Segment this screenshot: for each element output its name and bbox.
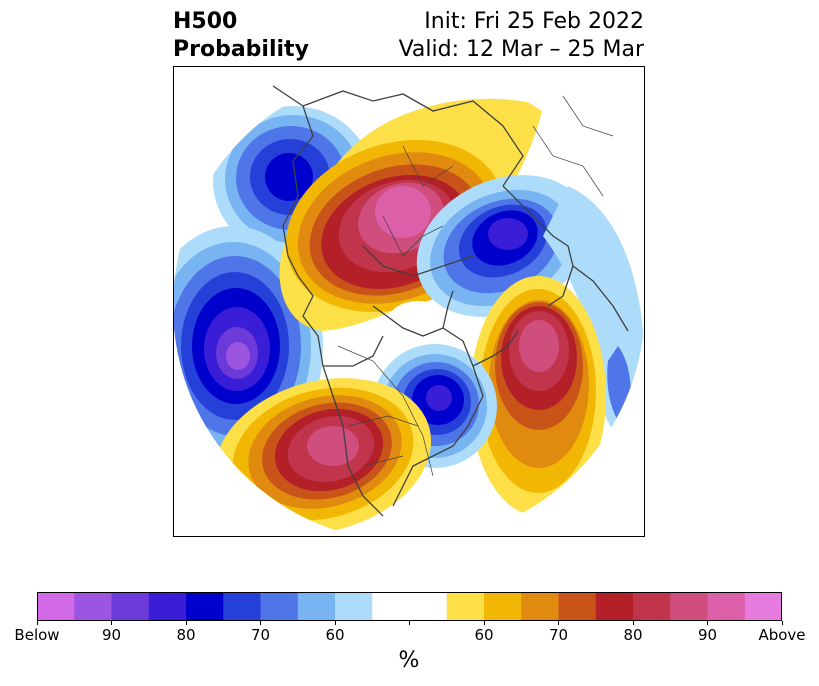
colorbar-tick-label: 90 [101, 626, 122, 644]
colorbar-tick-label: 80 [176, 626, 196, 644]
colorbar-swatch [521, 592, 559, 621]
probability-map [173, 66, 645, 537]
colorbar-tick-mark [558, 621, 559, 625]
colorbar-tick-label: Above [758, 626, 806, 644]
map-frame [173, 66, 645, 537]
colorbar-tick-mark [111, 621, 112, 625]
borders [337, 95, 614, 477]
colorbar-tick-mark [260, 621, 261, 625]
colorbar-swatch [484, 592, 522, 621]
colorbar-swatch [409, 592, 448, 621]
coastlines [272, 85, 629, 517]
colorbar-swatch [446, 592, 485, 621]
colorbar-swatch [260, 592, 299, 621]
colorbar-swatch [223, 592, 261, 621]
colorbar-tick-label: 90 [697, 626, 718, 644]
colorbar-swatch [148, 592, 187, 621]
colorbar-tick-mark [185, 621, 187, 625]
map-dates: Init: Fri 25 Feb 2022 Valid: 12 Mar – 25… [399, 8, 644, 64]
colorbar-tick-mark [483, 621, 485, 625]
colorbar-swatch [111, 592, 150, 621]
title-line-1: H500 [173, 9, 238, 34]
colorbar-swatch [744, 592, 782, 621]
title-line-2: Probability [173, 37, 309, 62]
colorbar-swatch [633, 592, 671, 621]
colorbar-tick-mark [409, 621, 410, 625]
colorbar [37, 592, 782, 621]
valid-range: Valid: 12 Mar – 25 Mar [398, 37, 644, 62]
colorbar-swatch [335, 592, 373, 621]
colorbar-tick-label: Below [14, 626, 60, 644]
above-western-us-contours [214, 378, 432, 534]
colorbar-tick-mark [781, 621, 783, 625]
colorbar-swatch [707, 592, 746, 621]
colorbar-swatch [186, 592, 224, 621]
colorbar-swatch [372, 592, 410, 621]
colorbar-swatch [670, 592, 708, 621]
colorbar-tick-mark [707, 621, 708, 625]
colorbar-tick-label: 80 [623, 626, 643, 644]
colorbar-tick-label: 60 [325, 626, 345, 644]
colorbar-tick-label: 70 [250, 626, 271, 644]
colorbar-frame [37, 592, 782, 621]
colorbar-swatch [74, 592, 112, 621]
colorbar-swatch [297, 592, 336, 621]
above-atlantic-contours [470, 276, 606, 516]
colorbar-unit-label: % [398, 648, 420, 673]
neutral-area [388, 301, 448, 341]
map-title: H500 Probability [173, 8, 309, 64]
colorbar-tick-mark [334, 621, 336, 625]
colorbar-tick-label: 70 [548, 626, 569, 644]
init-date: Init: Fri 25 Feb 2022 [424, 9, 644, 34]
above-siberia-contours [279, 98, 543, 331]
colorbar-swatch [558, 592, 597, 621]
colorbar-swatch [37, 592, 75, 621]
colorbar-tick-mark [632, 621, 634, 625]
colorbar-tick-mark [36, 621, 38, 625]
colorbar-tick-label: 60 [474, 626, 494, 644]
colorbar-swatch [595, 592, 634, 621]
